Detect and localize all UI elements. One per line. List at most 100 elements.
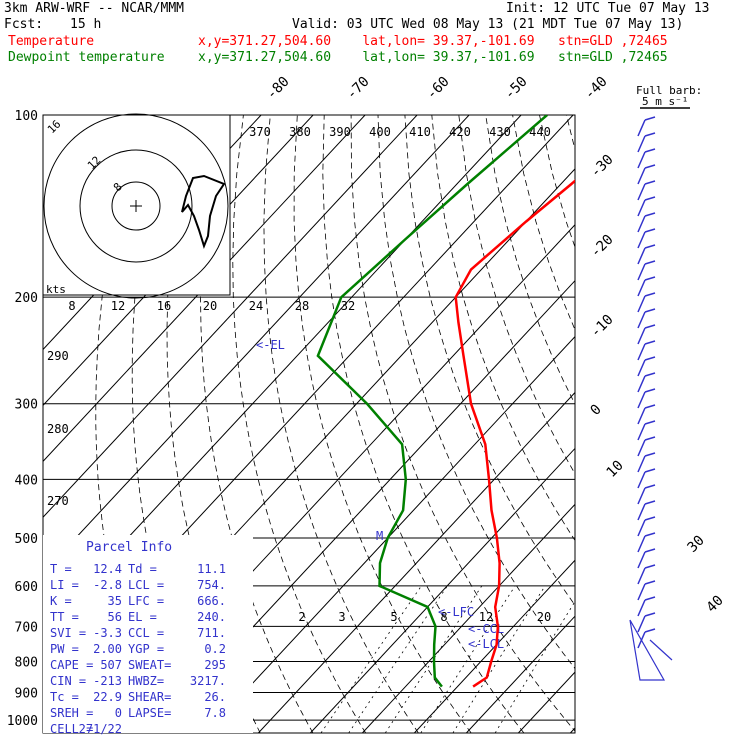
hodograph-units: kts xyxy=(46,283,66,296)
dry-adiabat-line xyxy=(728,115,740,733)
wind-barb xyxy=(637,148,656,169)
parcel-value: 666. xyxy=(197,594,226,608)
pressure-label: 300 xyxy=(15,398,38,413)
el-marker: <-EL xyxy=(256,338,285,352)
mixing-ratio-line xyxy=(320,585,422,733)
init-time: Init: 12 UTC Tue 07 May 13 xyxy=(506,1,710,16)
isotherm-line xyxy=(569,727,575,733)
temperature-axis-label: -30 xyxy=(588,152,617,181)
parcel-key: CELL = xyxy=(50,722,93,736)
temperature-axis-label: -40 xyxy=(582,74,611,103)
dewpoint-legend: Dewpoint temperature xyxy=(8,50,165,65)
dry-adiabat-line xyxy=(322,115,525,733)
mixing-ratio-line xyxy=(384,585,483,733)
parcel-value: 754. xyxy=(197,578,226,592)
pressure-label: 100 xyxy=(15,109,38,124)
pressure-label: 900 xyxy=(15,686,38,701)
hodograph-speed-label: 32 xyxy=(341,299,355,313)
wind-barb xyxy=(637,532,656,553)
forecast-hour: 15 h xyxy=(70,17,102,32)
parcel-title: Parcel Info xyxy=(86,540,172,555)
parcel-key: T = xyxy=(50,562,72,576)
wind-barb xyxy=(637,324,656,345)
parcel-key: LAPSE= xyxy=(128,706,171,720)
mixing-ratio-label: 2 xyxy=(298,610,305,624)
parcel-box xyxy=(43,535,253,733)
wind-barb xyxy=(637,612,656,633)
isotherm-line xyxy=(309,447,575,733)
dewpoint-profile xyxy=(316,115,548,688)
parcel-value: 240. xyxy=(197,610,226,624)
parcel-value: -3.3 xyxy=(93,626,122,640)
parcel-value: 26. xyxy=(204,690,226,704)
lfc-marker: <-LFC xyxy=(438,605,474,619)
wind-key-value: 5 m s⁻¹ xyxy=(642,95,688,108)
pressure-label: 500 xyxy=(15,532,38,547)
isotherm-line xyxy=(465,615,575,733)
parcel-value: 0.2 xyxy=(204,642,226,656)
wind-barb xyxy=(637,564,656,585)
wind-barb xyxy=(637,500,656,521)
parcel-value: 711. xyxy=(197,626,226,640)
theta-label: 400 xyxy=(369,125,391,139)
hodograph-trace xyxy=(181,174,226,249)
parcel-value: 7.8 xyxy=(204,706,226,720)
theta-label: 380 xyxy=(289,125,311,139)
isotherm-line xyxy=(205,335,575,733)
forecast-label: Fcst: xyxy=(4,17,44,32)
wind-barb xyxy=(637,228,656,249)
dry-adiabat-line xyxy=(293,115,472,733)
wind-barb xyxy=(637,580,656,601)
hodograph-speed-label: 8 xyxy=(68,299,75,313)
temperature-axis-label: -60 xyxy=(424,74,453,103)
lcl-marker: <-LCL xyxy=(468,637,504,651)
dry-adiabat-line xyxy=(674,115,740,733)
dry-adiabat-line xyxy=(350,115,575,732)
plot-frame xyxy=(42,114,576,734)
parcel-value: -213 xyxy=(93,674,122,688)
hodograph-ring xyxy=(79,149,193,263)
parcel-value: 56 xyxy=(108,610,122,624)
temperature-axis-label: -80 xyxy=(264,74,293,103)
dry-adiabat-line xyxy=(539,115,575,249)
parcel-key: EL = xyxy=(128,610,157,624)
dry-adiabat-label: 290 xyxy=(47,349,69,363)
model-title: 3km ARW-WRF -- NCAR/MMM xyxy=(4,1,185,16)
parcel-value: 3217. xyxy=(190,674,226,688)
mixing-ratio-line xyxy=(348,585,448,733)
dry-adiabat-line xyxy=(404,115,575,606)
isotherm-line xyxy=(257,391,575,733)
dry-adiabat-label: 280 xyxy=(47,422,69,436)
hodograph-ring xyxy=(111,181,161,231)
parcel-key: SVI = xyxy=(50,626,86,640)
wind-barb xyxy=(637,356,656,377)
parcel-key: LCL = xyxy=(128,578,164,592)
wind-barb xyxy=(637,260,656,281)
hodograph-speed-label: 20 xyxy=(203,299,217,313)
hodograph-speed-label: 24 xyxy=(249,299,263,313)
wind-barb xyxy=(637,404,656,425)
temperature-axis-label: 10 xyxy=(604,458,627,481)
temperature-axis-label: -70 xyxy=(344,74,373,103)
wind-key-label: Full barb: xyxy=(636,84,702,97)
wind-barb xyxy=(637,468,656,489)
wind-barb xyxy=(637,516,656,537)
temperature-axis-label: -10 xyxy=(588,312,617,341)
isotherm-line xyxy=(361,503,575,733)
mixing-ratio-label: 3 xyxy=(338,610,345,624)
parcel-value: 295 xyxy=(204,658,226,672)
theta-label: 370 xyxy=(249,125,271,139)
isotherm-line xyxy=(43,115,470,574)
pressure-label: 700 xyxy=(15,620,38,635)
parcel-value: 2.00 xyxy=(93,642,122,656)
hodograph-ring xyxy=(43,113,229,299)
dry-adiabat-line xyxy=(512,115,575,331)
ccl-marker: <-CCL xyxy=(468,622,504,636)
parcel-key: HWBZ= xyxy=(128,674,164,688)
theta-label: 430 xyxy=(489,125,511,139)
temperature-axis-label: 30 xyxy=(685,533,708,556)
parcel-value: 12.4 xyxy=(93,562,122,576)
pressure-label: 600 xyxy=(15,580,38,595)
